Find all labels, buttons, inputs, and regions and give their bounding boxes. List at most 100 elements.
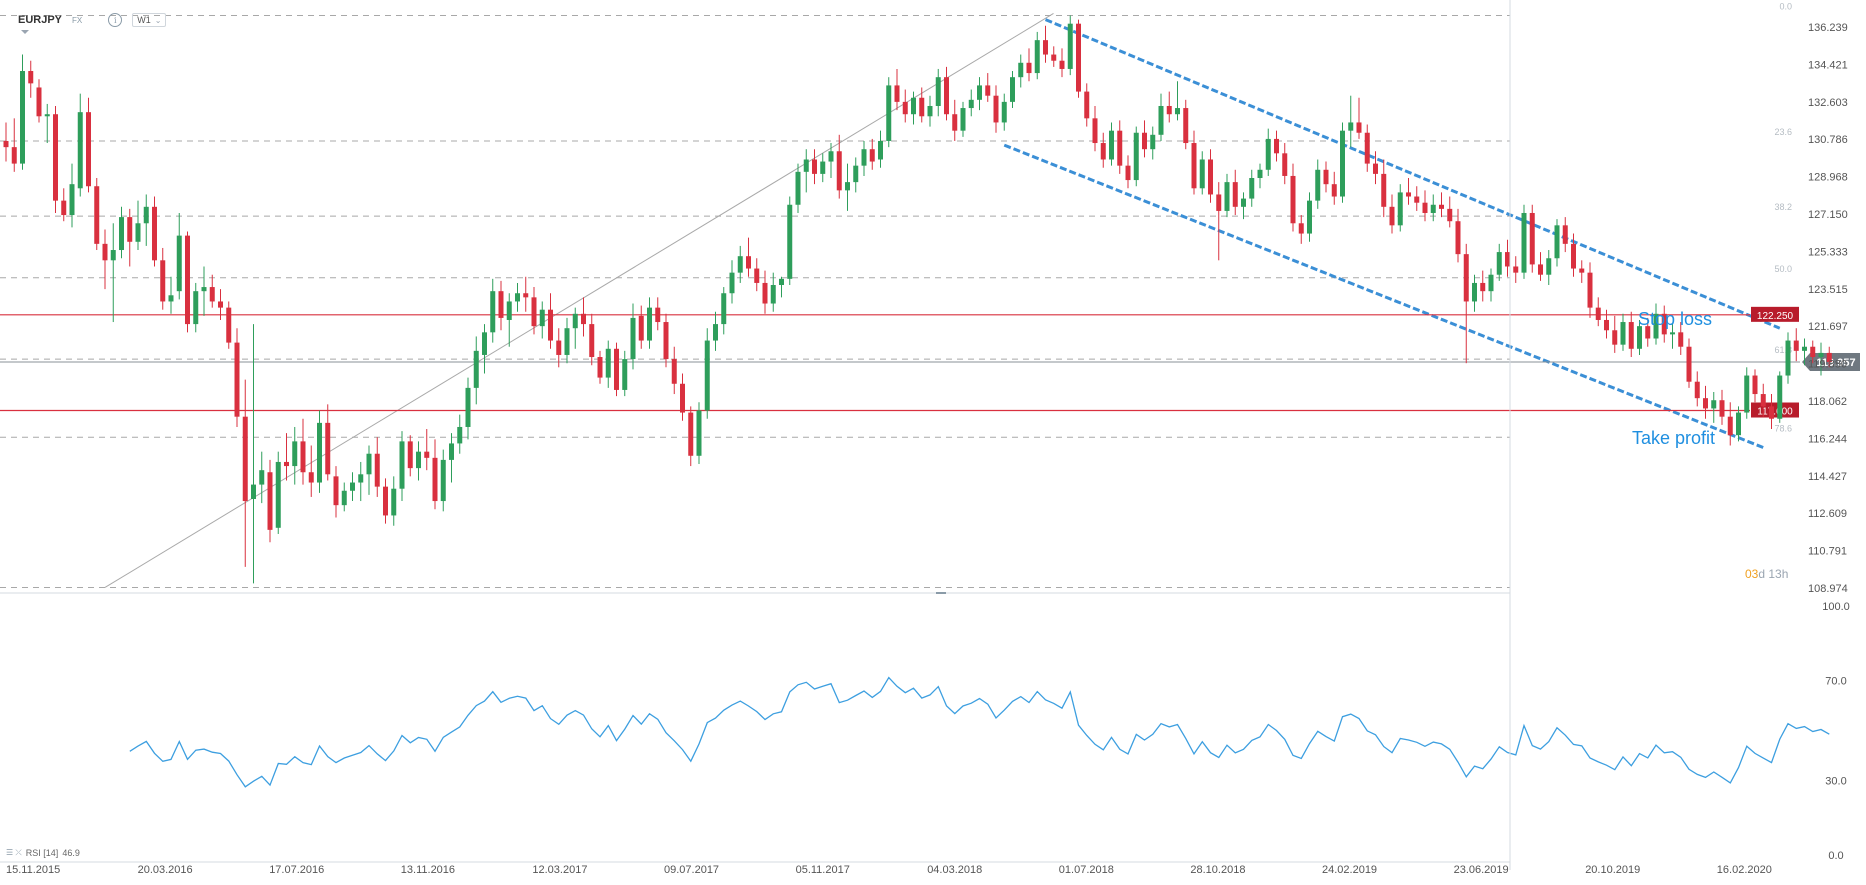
info-icon[interactable]: i (108, 13, 123, 27)
candle-body (977, 85, 982, 100)
candle (1620, 313, 1626, 351)
candle (3, 122, 9, 162)
candle-body (1661, 313, 1667, 335)
candle-body (1183, 108, 1189, 144)
candle (663, 313, 669, 368)
candle-body (1331, 184, 1337, 197)
candle (713, 311, 718, 351)
stop-loss-annotation[interactable]: Stop loss (1638, 309, 1712, 329)
candle-body (28, 71, 34, 84)
candle (176, 212, 182, 300)
candle-body (1818, 352, 1824, 358)
candle (374, 437, 380, 497)
candle (1125, 155, 1131, 189)
candle (1752, 369, 1758, 403)
candle-body (308, 472, 314, 483)
candle-body (358, 474, 364, 483)
candle (350, 472, 355, 502)
symbol-label[interactable]: EURJPY (18, 14, 63, 26)
candle-body (1315, 169, 1321, 201)
candle-body (1290, 175, 1296, 224)
candle-body (1340, 130, 1345, 197)
candle-body (1546, 258, 1552, 275)
candle-body (960, 108, 966, 131)
candle-body (861, 149, 867, 166)
candle (1579, 260, 1585, 283)
candle (564, 317, 570, 364)
candle (424, 429, 430, 471)
take-profit-annotation[interactable]: Take profit (1632, 428, 1715, 448)
candle (977, 77, 982, 111)
candle (1158, 93, 1164, 141)
candle-body (498, 291, 504, 318)
symbol-menu-caret-icon[interactable] (21, 30, 29, 34)
candlesticks (3, 15, 1832, 584)
candle (754, 258, 760, 292)
candle-body (927, 105, 933, 117)
candle-body (1274, 138, 1279, 154)
candle (1810, 340, 1816, 364)
candle (1604, 309, 1609, 339)
candle (292, 426, 298, 485)
chart-header: EURJPY FX i W1 ⌄ (18, 13, 167, 27)
candle-body (176, 235, 182, 292)
candle-body (597, 357, 603, 378)
candle-body (1100, 143, 1106, 160)
candle (399, 431, 405, 502)
candle (985, 73, 991, 102)
candle (1719, 389, 1725, 425)
x-tick-label: 20.10.2019 (1585, 864, 1640, 876)
candle-body (234, 342, 240, 417)
x-tick-label: 09.07.2017 (664, 864, 719, 876)
candle-body (432, 457, 438, 502)
x-tick-label: 01.07.2018 (1059, 864, 1114, 876)
candle (1612, 315, 1618, 353)
candle (1472, 274, 1477, 312)
candle (1191, 130, 1197, 195)
candle (1430, 194, 1436, 222)
candle (1777, 371, 1783, 423)
candle-body (1496, 252, 1502, 275)
candle (688, 406, 694, 467)
x-tick-label: 28.10.2018 (1190, 864, 1245, 876)
candle-body (61, 200, 67, 216)
candle-body (1282, 153, 1288, 176)
candle-body (1826, 352, 1832, 362)
candle-body (704, 340, 710, 411)
candle (102, 229, 108, 290)
timeframe-select[interactable]: W1 ⌄ (132, 13, 167, 27)
fibonacci-levels[interactable]: 0.0 23.6 38.2 50.0 61.8 78.6 (0, 1, 1792, 588)
candle-body (828, 151, 834, 162)
candle (317, 410, 322, 493)
candle (523, 276, 529, 312)
candle (1554, 219, 1560, 267)
candle-body (746, 256, 751, 269)
indicator-menu-icon[interactable]: ☰ ⤫ (6, 848, 22, 857)
candle (1736, 406, 1741, 442)
candle (1826, 346, 1832, 368)
candle (622, 350, 628, 397)
candle-body (53, 114, 58, 201)
candle-body (1703, 398, 1708, 409)
y-tick-label: 123.515 (1808, 284, 1848, 296)
candle-body (869, 149, 875, 162)
candle (1546, 250, 1552, 286)
candle-body (1472, 282, 1477, 302)
candle (160, 247, 166, 310)
countdown-label: 03d 13h (1745, 567, 1788, 581)
candle (341, 482, 347, 512)
candle (242, 379, 248, 567)
candle (1216, 182, 1222, 261)
candle (647, 297, 652, 349)
candle-body (1026, 62, 1032, 74)
candle-body (267, 472, 273, 530)
candle (845, 163, 850, 211)
level-price-tag (1751, 306, 1799, 322)
candle-body (1793, 340, 1799, 351)
candle-body (1018, 62, 1024, 78)
candle (440, 449, 446, 512)
candle (77, 93, 83, 197)
candle (779, 276, 784, 298)
candle (1084, 83, 1090, 127)
